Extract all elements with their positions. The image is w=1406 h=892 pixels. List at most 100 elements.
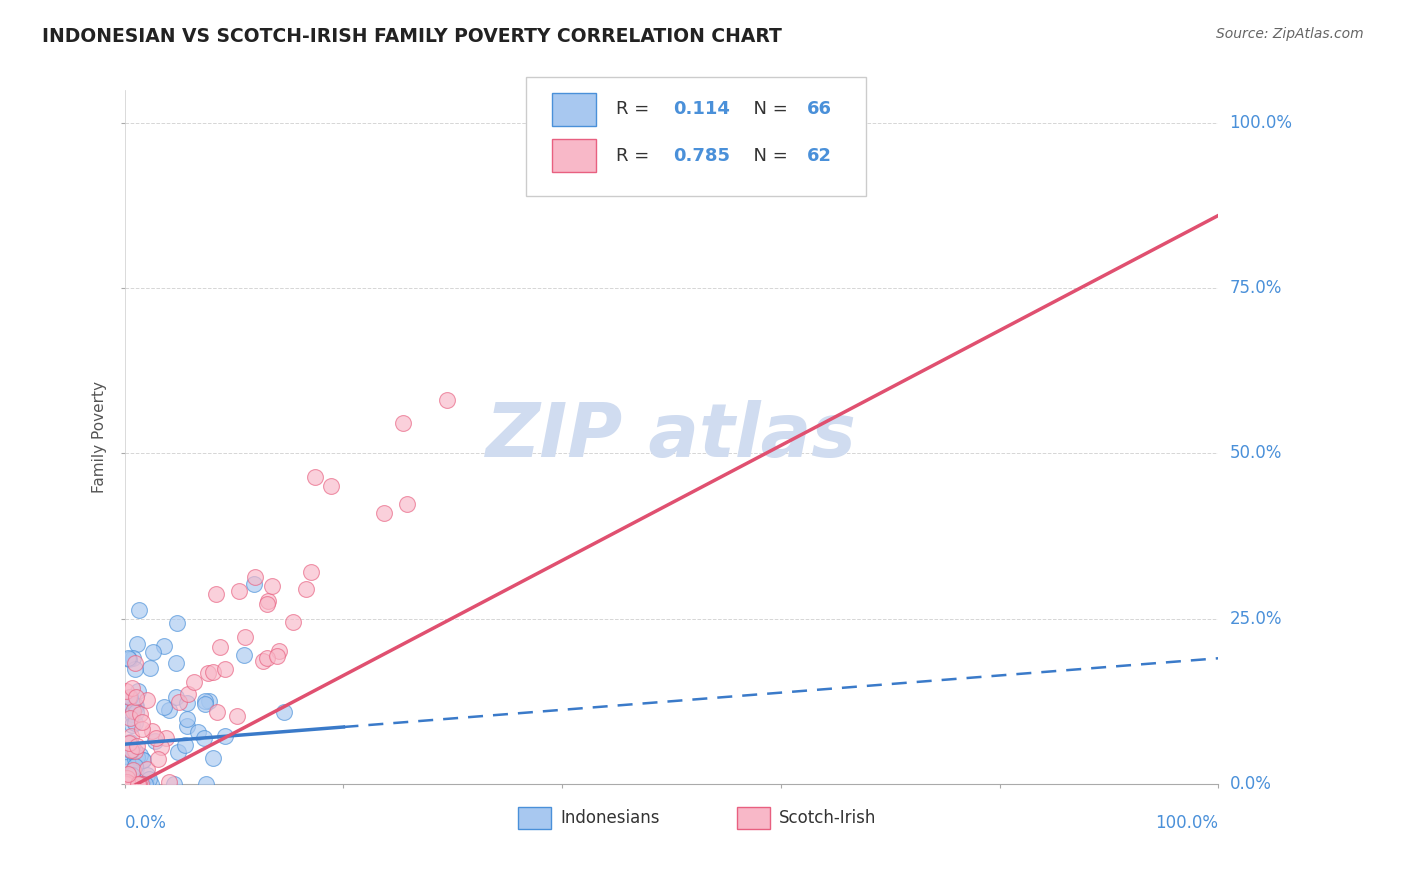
- Point: [115, 777, 138, 791]
- Point: [245, 570, 267, 584]
- Point: [195, 777, 218, 791]
- Point: [118, 690, 141, 704]
- Point: [243, 577, 266, 591]
- Text: Indonesians: Indonesians: [560, 809, 659, 827]
- Point: [125, 705, 148, 719]
- Point: [266, 649, 288, 664]
- Point: [256, 594, 278, 608]
- Point: [202, 751, 225, 765]
- Y-axis label: Family Poverty: Family Poverty: [93, 381, 107, 492]
- Point: [135, 777, 157, 791]
- Point: [233, 630, 256, 644]
- Point: [176, 696, 198, 710]
- Point: [436, 392, 458, 407]
- Point: [174, 738, 197, 752]
- Point: [267, 644, 290, 658]
- Point: [169, 695, 191, 709]
- Point: [124, 744, 146, 758]
- Point: [125, 690, 148, 704]
- Point: [124, 698, 146, 713]
- Text: R =: R =: [616, 147, 655, 165]
- Point: [157, 703, 180, 717]
- Point: [118, 703, 141, 717]
- Point: [321, 479, 343, 493]
- FancyBboxPatch shape: [526, 78, 866, 196]
- Point: [295, 582, 318, 597]
- Text: 100.0%: 100.0%: [1230, 114, 1292, 132]
- Point: [134, 777, 156, 791]
- Point: [197, 694, 219, 708]
- Point: [183, 674, 205, 689]
- Point: [194, 694, 217, 708]
- Text: N =: N =: [741, 100, 793, 119]
- Point: [131, 777, 153, 791]
- Point: [129, 777, 152, 791]
- Point: [155, 731, 177, 745]
- Point: [115, 748, 138, 763]
- Point: [391, 416, 413, 430]
- Text: 62: 62: [807, 147, 832, 165]
- Point: [121, 768, 143, 782]
- Point: [122, 761, 145, 775]
- Point: [136, 693, 159, 707]
- Point: [135, 762, 157, 776]
- Point: [121, 651, 143, 665]
- Point: [114, 699, 136, 714]
- Point: [281, 615, 304, 629]
- Point: [115, 775, 138, 789]
- FancyBboxPatch shape: [519, 806, 551, 829]
- Point: [120, 729, 142, 743]
- Point: [132, 753, 155, 767]
- Point: [125, 761, 148, 775]
- Point: [128, 777, 150, 791]
- Point: [148, 752, 170, 766]
- Point: [214, 729, 236, 743]
- Point: [118, 777, 141, 791]
- Text: Source: ZipAtlas.com: Source: ZipAtlas.com: [1216, 27, 1364, 41]
- Text: N =: N =: [741, 147, 793, 165]
- Point: [125, 749, 148, 764]
- FancyBboxPatch shape: [553, 139, 596, 172]
- Point: [131, 722, 153, 736]
- Text: 66: 66: [807, 100, 832, 119]
- Point: [125, 777, 148, 791]
- Point: [114, 760, 136, 774]
- Point: [121, 704, 143, 718]
- Point: [120, 734, 142, 748]
- Text: 0.785: 0.785: [672, 147, 730, 165]
- Point: [149, 739, 172, 754]
- Point: [114, 777, 136, 791]
- Point: [153, 639, 176, 653]
- Point: [166, 656, 188, 670]
- Text: R =: R =: [616, 100, 655, 119]
- Point: [127, 684, 149, 698]
- Point: [114, 777, 136, 791]
- Point: [202, 665, 225, 680]
- Point: [153, 700, 176, 714]
- Point: [138, 661, 160, 675]
- Point: [396, 497, 419, 511]
- Text: INDONESIAN VS SCOTCH-IRISH FAMILY POVERTY CORRELATION CHART: INDONESIAN VS SCOTCH-IRISH FAMILY POVERT…: [42, 27, 782, 45]
- Point: [124, 752, 146, 766]
- Point: [118, 736, 141, 750]
- Point: [233, 648, 256, 662]
- Point: [176, 712, 198, 726]
- Point: [194, 697, 217, 711]
- Point: [129, 707, 152, 722]
- Point: [132, 753, 155, 767]
- Point: [205, 587, 228, 601]
- Point: [120, 743, 142, 757]
- Text: Scotch-Irish: Scotch-Irish: [779, 809, 876, 827]
- Point: [165, 690, 187, 704]
- Point: [214, 662, 236, 676]
- Point: [124, 656, 146, 670]
- Point: [256, 651, 278, 665]
- Text: ZIP atlas: ZIP atlas: [486, 401, 858, 474]
- Point: [121, 718, 143, 732]
- Point: [166, 746, 188, 760]
- Point: [124, 715, 146, 730]
- Point: [121, 707, 143, 722]
- Point: [273, 706, 295, 720]
- Text: 100.0%: 100.0%: [1156, 814, 1219, 832]
- Point: [117, 652, 139, 666]
